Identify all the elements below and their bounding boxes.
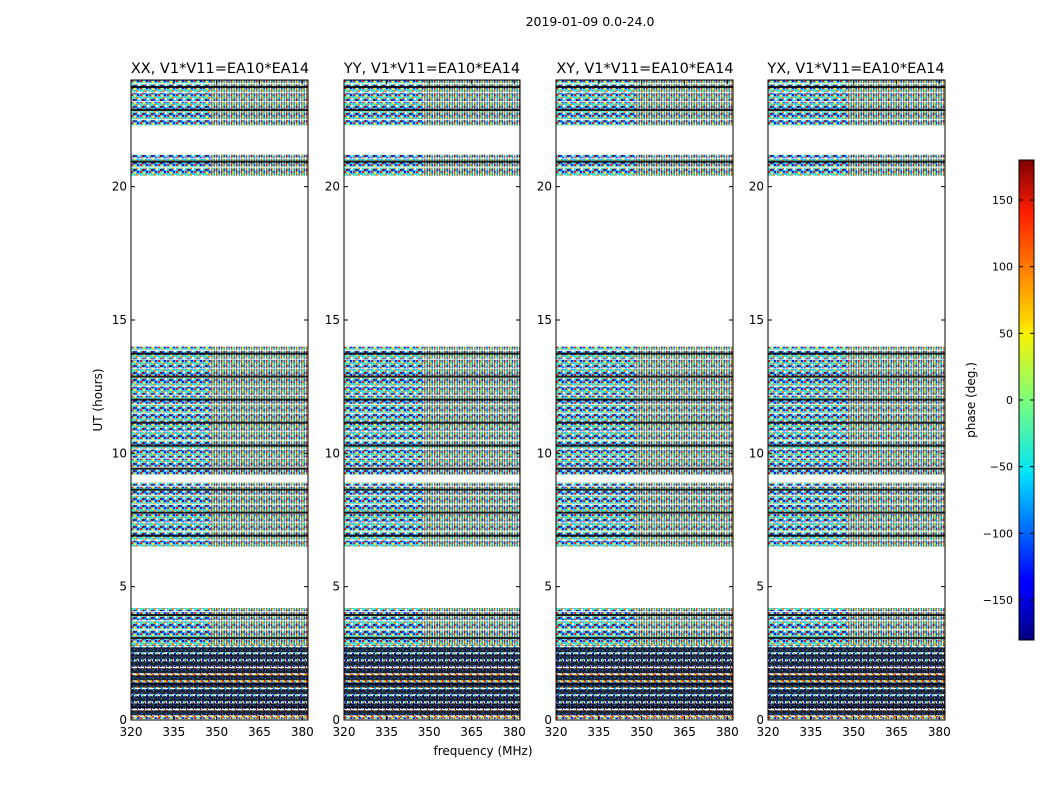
plot-frame [767,79,946,721]
x-tick-label: 365 [248,725,271,739]
plot-frame [130,79,309,721]
panel-yx: YX, V1*V11=EA10*EA14 320 335 350 365 380 0 5 1… [749,61,951,739]
panel-xy: XY, V1*V11=EA10*EA14 320 335 350 365 380 0 5 1… [537,61,739,739]
y-tick-label: 15 [537,313,552,327]
colorbar-tick-label: 50 [999,327,1013,340]
x-tick-label: 380 [503,725,526,739]
data-band [131,346,308,475]
plot-frame [343,79,521,721]
y-tick-label: 20 [112,180,127,194]
x-tick-label: 365 [673,725,696,739]
y-tick-label: 15 [749,313,764,327]
colorbar-tick-label: −50 [990,461,1013,474]
data-band [556,346,733,475]
y-axis-label: UT (hours) [91,368,105,431]
x-tick-label: 350 [630,725,653,739]
data-band [344,346,520,475]
y-tick-label: 10 [749,446,764,460]
panel-title: YY, V1*V11=EA10*EA14 [343,61,520,77]
y-tick-label: 10 [537,446,552,460]
data-band [768,346,945,475]
y-tick-label: 5 [332,580,340,594]
x-tick-label: 320 [333,725,356,739]
data-band [556,482,733,547]
panel-xx: XX, V1*V11=EA10*EA14 320 335 350 365 380 0 5 1… [112,61,314,739]
x-tick-label: 335 [799,725,822,739]
y-tick-label: 15 [325,313,340,327]
data-band [768,80,945,126]
colorbar-tick-label: 150 [992,194,1013,207]
data-band [344,154,520,177]
colorbar-tick-label: 100 [992,261,1013,274]
panel-title: XY, V1*V11=EA10*EA14 [556,61,733,77]
y-tick-label: 15 [112,313,127,327]
data-band [131,80,308,126]
panel-title: YX, V1*V11=EA10*EA14 [766,61,944,77]
x-tick-label: 365 [885,725,908,739]
data-band [556,80,733,126]
x-axis-label: frequency (MHz) [433,744,532,758]
x-tick-label: 335 [587,725,610,739]
y-tick-label: 20 [749,180,764,194]
x-tick-label: 350 [205,725,228,739]
data-band [768,154,945,177]
y-tick-label: 10 [112,446,127,460]
data-band [556,154,733,177]
y-tick-label: 5 [119,580,127,594]
x-tick-label: 380 [716,725,739,739]
x-tick-label: 335 [375,725,398,739]
y-tick-label: 0 [119,713,127,727]
y-tick-label: 20 [325,180,340,194]
y-tick-label: 0 [544,713,552,727]
data-band [131,482,308,547]
data-band [556,608,733,721]
x-tick-label: 350 [418,725,441,739]
data-band [344,608,520,721]
y-tick-label: 5 [544,580,552,594]
data-band [768,482,945,547]
y-tick-label: 0 [332,713,340,727]
colorbar-tick-label: −150 [983,594,1013,607]
x-tick-label: 335 [162,725,185,739]
panel-title: XX, V1*V11=EA10*EA14 [131,61,309,77]
plot-frame [555,79,734,721]
x-tick-label: 365 [460,725,483,739]
panel-yy: YY, V1*V11=EA10*EA14 320 335 350 365 380 0 5 1… [325,61,526,739]
x-tick-label: 320 [757,725,780,739]
x-tick-label: 380 [291,725,314,739]
colorbar-label: phase (deg.) [964,362,978,438]
colorbar: 150 100 50 0 −50 −100 −150 phase (deg.) [964,159,1035,641]
x-tick-label: 320 [545,725,568,739]
x-tick-label: 380 [928,725,951,739]
y-tick-label: 20 [537,180,552,194]
data-band [131,154,308,177]
y-tick-label: 10 [325,446,340,460]
x-tick-label: 350 [842,725,865,739]
data-band [768,608,945,721]
x-tick-label: 320 [120,725,143,739]
data-band [131,608,308,721]
figure-title: 2019-01-09 0.0-24.0 [526,14,655,29]
y-tick-label: 0 [756,713,764,727]
data-band [344,482,520,547]
data-band [344,80,520,126]
colorbar-tick-label: 0 [1006,394,1013,407]
colorbar-tick-label: −100 [983,527,1013,540]
y-tick-label: 5 [756,580,764,594]
